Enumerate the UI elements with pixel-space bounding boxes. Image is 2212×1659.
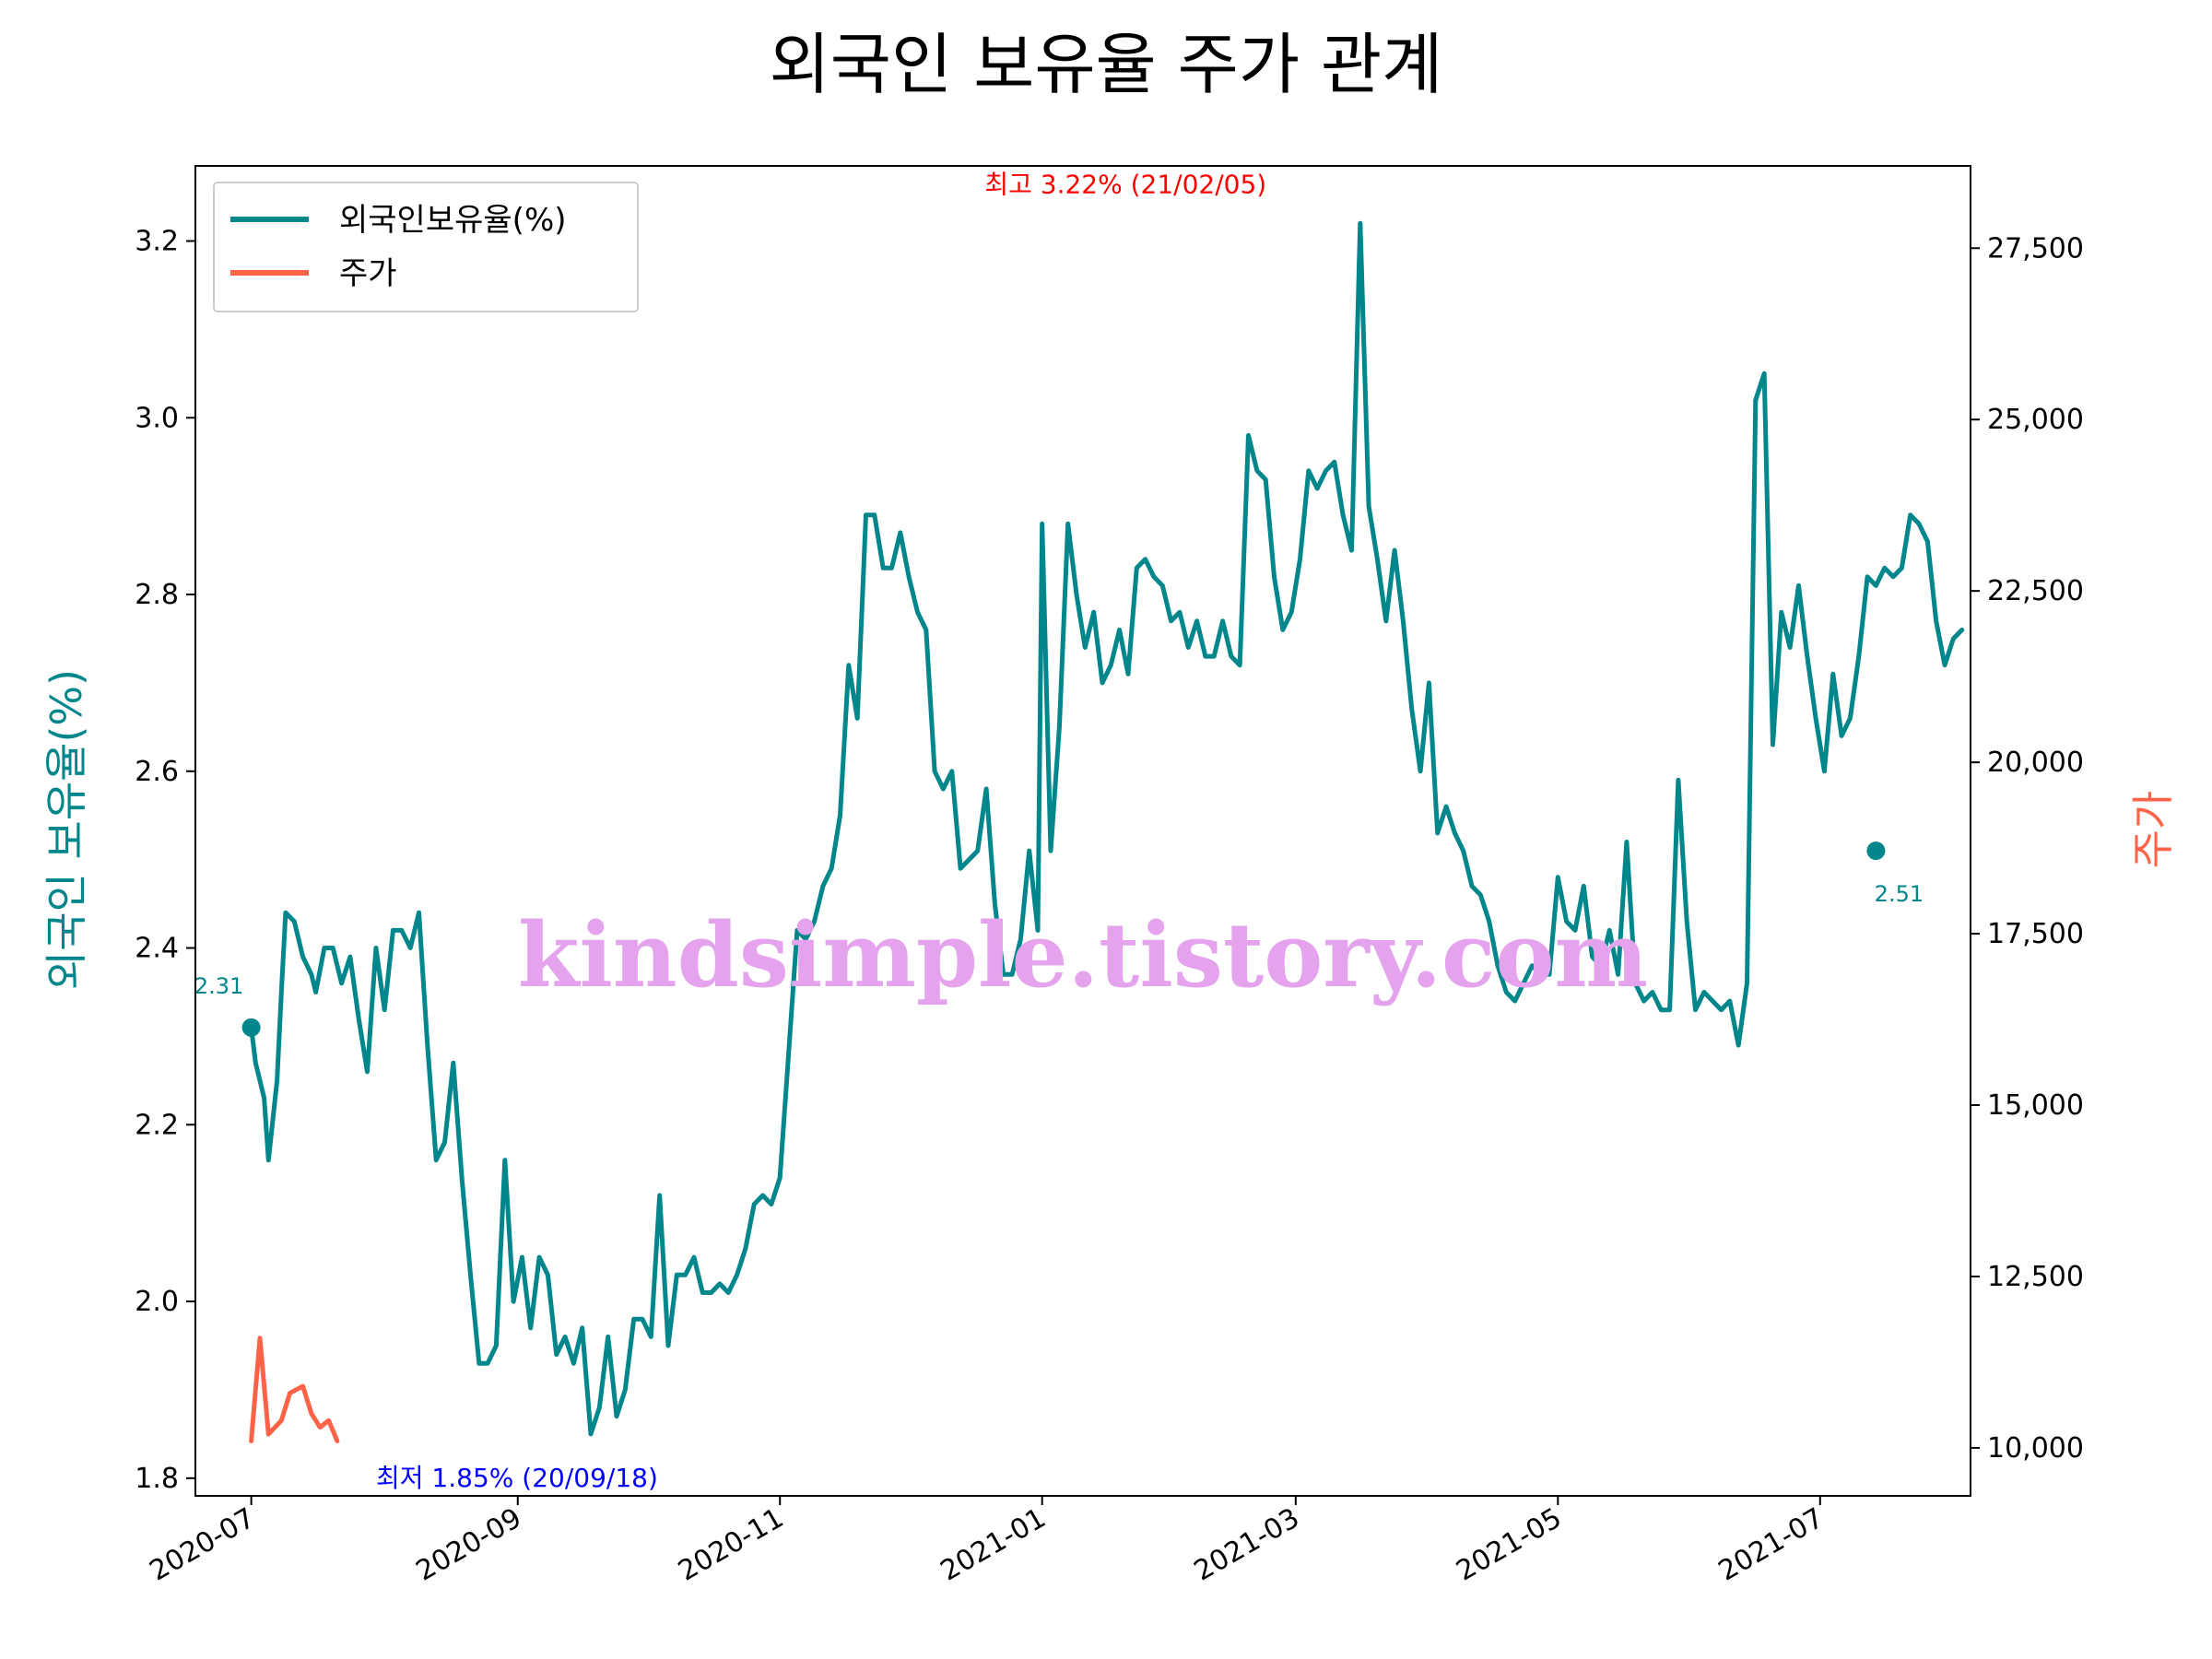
- left-y-axis: 1.8 2.0 2.2 2.4 2.6 2.8 3.0 3.2: [135, 225, 195, 1495]
- left-tick-label: 2.2: [135, 1109, 179, 1141]
- watermark: kindsimple.tistory.com: [518, 903, 1648, 1007]
- right-axis-label: 주가: [2128, 791, 2178, 869]
- right-tick-label: 20,000: [1987, 747, 2084, 779]
- end-point-marker: [1866, 841, 1886, 861]
- left-tick-label: 2.6: [135, 756, 179, 788]
- foreign-ownership-line: [249, 220, 1965, 1437]
- left-tick-label: 1.8: [135, 1463, 179, 1495]
- left-tick-label: 3.0: [135, 402, 179, 434]
- right-tick-label: 15,000: [1987, 1089, 2084, 1122]
- start-point-marker: [241, 1018, 261, 1037]
- start-annotation: 2.31: [194, 973, 243, 999]
- left-tick-label: 3.2: [135, 225, 179, 257]
- legend-label-price: 주가: [339, 255, 397, 292]
- left-tick-label: 2.4: [135, 933, 179, 965]
- min-annotation: 최저 1.85% (20/09/18): [376, 1463, 658, 1493]
- right-tick-label: 12,500: [1987, 1261, 2084, 1293]
- left-axis-label: 외국인 보유율(%): [41, 669, 91, 990]
- right-tick-label: 10,000: [1987, 1432, 2084, 1465]
- plot-area: [194, 165, 1971, 1497]
- right-tick-label: 17,500: [1987, 918, 2084, 950]
- plot-frame: [194, 165, 1971, 1497]
- series-layer: [241, 220, 1965, 1443]
- legend-label-foreign: 외국인보유율(%): [339, 202, 567, 239]
- end-annotation: 2.51: [1875, 881, 1924, 907]
- left-tick-label: 2.8: [135, 579, 179, 611]
- legend: 외국인보유율(%) 주가: [213, 182, 639, 312]
- legend-box: [213, 182, 639, 312]
- max-annotation: 최고 3.22% (21/02/05): [984, 169, 1266, 199]
- chart-title: 외국인 보유율 주가 관계: [769, 26, 1442, 103]
- right-y-axis: 10,000 12,500 15,000 17,500 20,000 22,500 25,0…: [1971, 232, 2084, 1465]
- left-tick-label: 2.0: [135, 1286, 179, 1318]
- price-line: [249, 1335, 340, 1443]
- right-tick-label: 25,000: [1987, 404, 2084, 436]
- right-tick-label: 27,500: [1987, 232, 2084, 265]
- right-tick-label: 22,500: [1987, 575, 2084, 607]
